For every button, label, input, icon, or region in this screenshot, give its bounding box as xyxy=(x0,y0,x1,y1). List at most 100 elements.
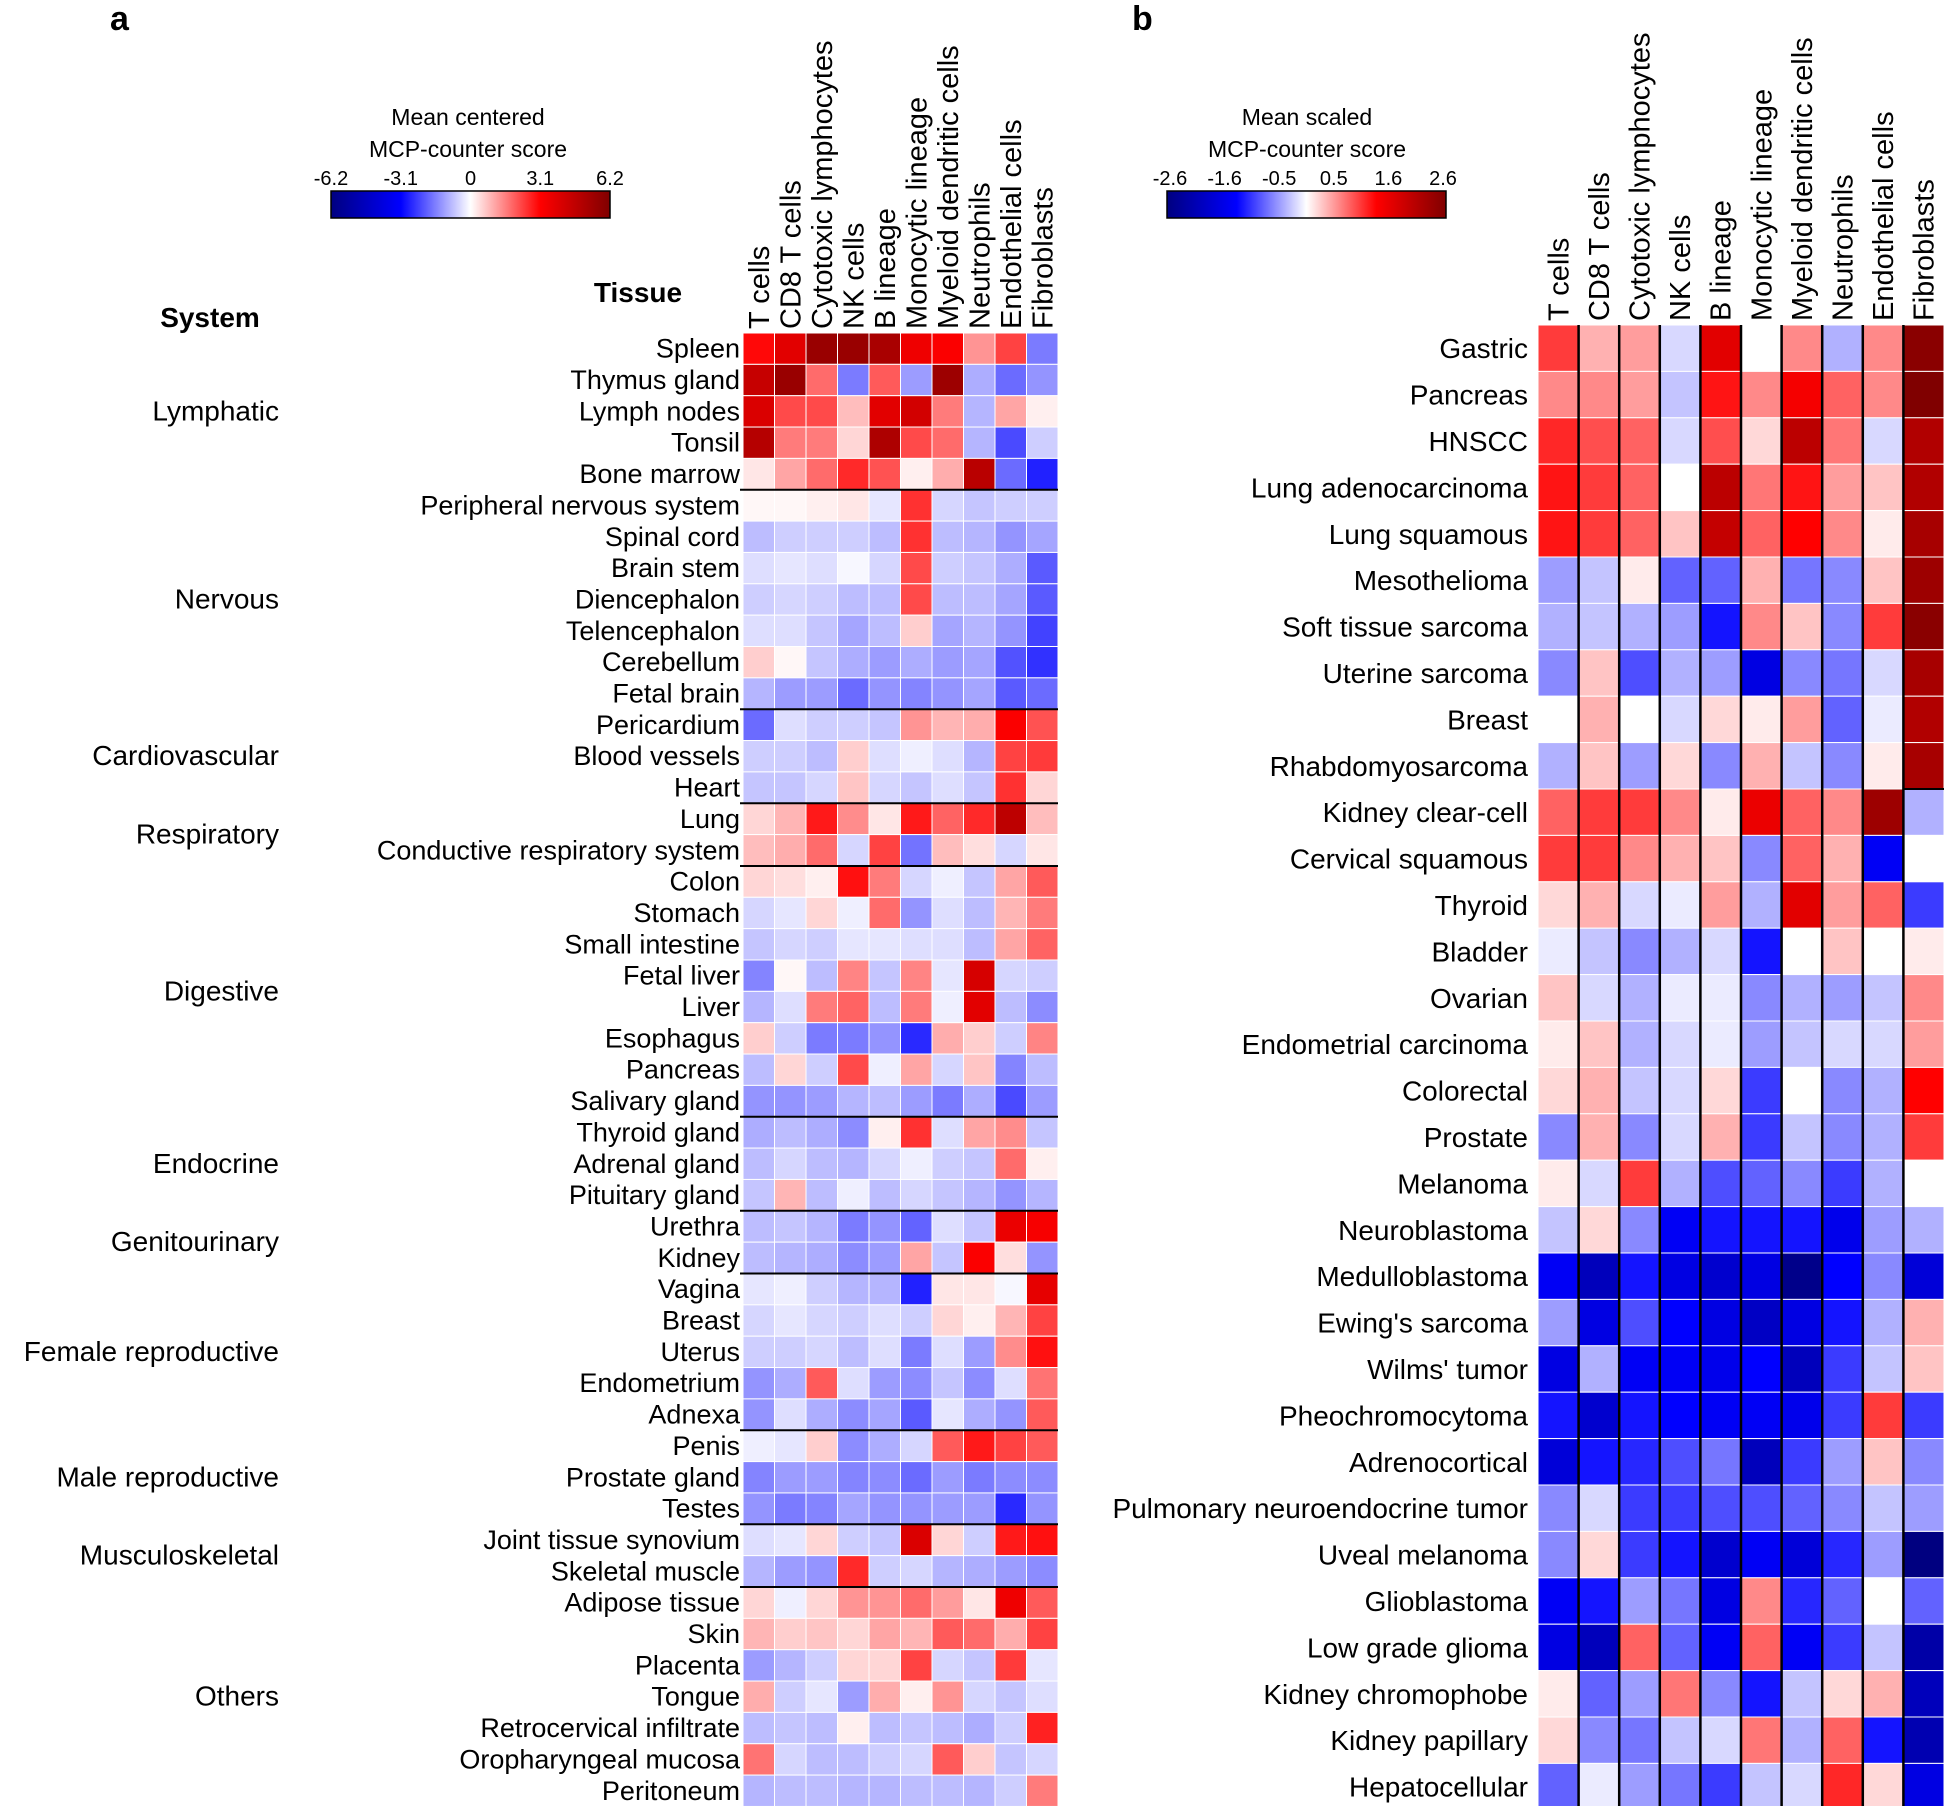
heatmap-cell xyxy=(900,865,933,898)
heatmap-b-cell xyxy=(1578,1670,1620,1718)
heatmap-cell xyxy=(868,1711,901,1745)
row-label-telencephalon: Telencephalon xyxy=(566,616,740,646)
heatmap-b-cell xyxy=(1618,370,1661,419)
row-label-spinal-cord: Spinal cord xyxy=(605,522,740,552)
heatmap-cell xyxy=(1026,1335,1059,1369)
heatmap-b-cell xyxy=(1781,1484,1823,1532)
heatmap-b-cell xyxy=(1740,1716,1783,1764)
heatmap-b-cell xyxy=(1821,1298,1864,1347)
heatmap-b-cell xyxy=(1537,881,1580,929)
heatmap-b-cell xyxy=(1699,1113,1742,1161)
heatmap-cell xyxy=(994,457,1027,491)
system-label-genitourinary: Genitourinary xyxy=(111,1226,279,1257)
heatmap-b-cell xyxy=(1659,1577,1701,1625)
column-label-b-lineage: B lineage xyxy=(870,208,902,329)
heatmap-b-cell xyxy=(1862,1670,1904,1718)
heatmap-b-cell xyxy=(1618,1577,1661,1625)
heatmap-b-cell xyxy=(1618,834,1661,883)
heatmap-cell xyxy=(963,959,996,992)
row-label-prostate-gland: Prostate gland xyxy=(566,1462,740,1492)
heatmap-cell xyxy=(837,1116,870,1149)
heatmap-b-cell xyxy=(1537,417,1580,465)
heatmap-cell xyxy=(805,520,838,553)
heatmap-cell xyxy=(868,928,901,961)
heatmap-cell xyxy=(774,1461,807,1494)
heatmap-b-cell xyxy=(1740,1484,1783,1532)
row-label-thyroid-gland: Thyroid gland xyxy=(576,1117,740,1147)
heatmap-cell xyxy=(900,1210,933,1243)
heatmap-cell xyxy=(900,708,933,742)
heatmap-cell xyxy=(900,1461,933,1494)
heatmap-b-cell xyxy=(1537,974,1580,1022)
heatmap-cell xyxy=(1026,677,1059,710)
row-label-liver: Liver xyxy=(681,992,740,1022)
heatmap-cell xyxy=(931,1649,964,1682)
heatmap-cell xyxy=(742,990,775,1024)
heatmap-cell xyxy=(1026,1649,1059,1682)
heatmap-cell xyxy=(1026,1178,1059,1212)
heatmap-b-cell xyxy=(1618,1206,1661,1254)
heatmap-cell xyxy=(837,740,870,773)
heatmap-cell xyxy=(742,489,775,522)
heatmap-b-cell xyxy=(1902,695,1945,744)
heatmap-cell xyxy=(963,426,996,459)
heatmap-cell xyxy=(805,928,838,961)
heatmap-b-cell xyxy=(1781,556,1823,604)
heatmap-b-cell xyxy=(1862,1484,1904,1532)
system-label-lymphatic: Lymphatic xyxy=(152,395,279,426)
heatmap-cell xyxy=(805,614,838,648)
heatmap-cell xyxy=(963,1617,996,1651)
heatmap-b-cell xyxy=(1699,1670,1742,1718)
heatmap-cell xyxy=(900,1241,933,1275)
legend-a-tick-1: -3.1 xyxy=(384,168,418,190)
heatmap-cell xyxy=(963,677,996,710)
heatmap-cell xyxy=(963,834,996,867)
heatmap-cell xyxy=(742,1367,775,1400)
heatmap-cell xyxy=(774,740,807,773)
heatmap-cell xyxy=(931,583,964,616)
heatmap-cell xyxy=(931,457,964,491)
heatmap-b-cell xyxy=(1862,1762,1904,1806)
heatmap-b-cell xyxy=(1537,788,1580,836)
heatmap-b-cell xyxy=(1699,695,1742,744)
heatmap-b-cell xyxy=(1902,1484,1945,1532)
heatmap-b-cell xyxy=(1740,695,1783,744)
heatmap-cell xyxy=(900,1335,933,1369)
heatmap-b-cell xyxy=(1578,370,1620,419)
heatmap-cell xyxy=(742,551,775,585)
heatmap-cell xyxy=(1026,1429,1059,1463)
row-b-label-breast: Breast xyxy=(1447,704,1528,735)
heatmap-b-cell xyxy=(1537,1438,1580,1486)
heatmap-cell xyxy=(994,1335,1027,1369)
heatmap-b-cell xyxy=(1902,834,1945,883)
heatmap-b-cell xyxy=(1781,324,1823,372)
heatmap-b-cell xyxy=(1781,649,1823,697)
heatmap-b-cell xyxy=(1740,974,1783,1022)
heatmap-b-cell xyxy=(1578,1345,1620,1393)
heatmap-cell xyxy=(1026,1774,1059,1806)
heatmap-b-cell xyxy=(1618,1438,1661,1486)
column-label-neutrophils: Neutrophils xyxy=(964,182,996,329)
heatmap-b-cell xyxy=(1659,1670,1701,1718)
heatmap-cell xyxy=(774,865,807,898)
heatmap-b-cell xyxy=(1862,324,1904,372)
heatmap-cell xyxy=(1026,1304,1059,1337)
heatmap-b-cell xyxy=(1740,1020,1783,1068)
heatmap-cell xyxy=(837,1022,870,1055)
heatmap-b-cell xyxy=(1659,834,1701,883)
heatmap-cell xyxy=(868,1492,901,1525)
heatmap-cell xyxy=(868,1367,901,1400)
heatmap-b-cell xyxy=(1740,834,1783,883)
legend-a-tick-3: 3.1 xyxy=(526,168,554,190)
heatmap-b-cell xyxy=(1578,834,1620,883)
heatmap-cell xyxy=(1026,1084,1059,1118)
heatmap-b-cell xyxy=(1618,1066,1661,1115)
heatmap-b-cell xyxy=(1902,1577,1945,1625)
heatmap-b-cell xyxy=(1781,1577,1823,1625)
heatmap-b-cell xyxy=(1699,463,1742,512)
heatmap-b-cell xyxy=(1699,788,1742,836)
heatmap-b-cell xyxy=(1578,1716,1620,1764)
heatmap-b-cell xyxy=(1781,1020,1823,1068)
heatmap-b-cell xyxy=(1902,1391,1945,1440)
heatmap-b-cell xyxy=(1578,510,1620,558)
